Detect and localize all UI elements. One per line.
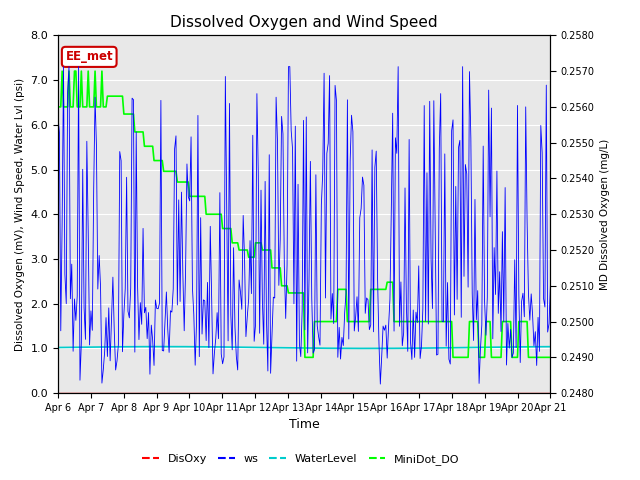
Title: Dissolved Oxygen and Wind Speed: Dissolved Oxygen and Wind Speed: [170, 15, 438, 30]
Y-axis label: MD Dissolved Oxygen (mg/L): MD Dissolved Oxygen (mg/L): [600, 139, 611, 290]
Y-axis label: Dissolved Oxygen (mV), Wind Speed, Water Lvl (psi): Dissolved Oxygen (mV), Wind Speed, Water…: [15, 78, 25, 351]
X-axis label: Time: Time: [289, 419, 319, 432]
Legend: DisOxy, ws, WaterLevel, MiniDot_DO: DisOxy, ws, WaterLevel, MiniDot_DO: [138, 450, 464, 469]
Text: EE_met: EE_met: [65, 50, 113, 63]
